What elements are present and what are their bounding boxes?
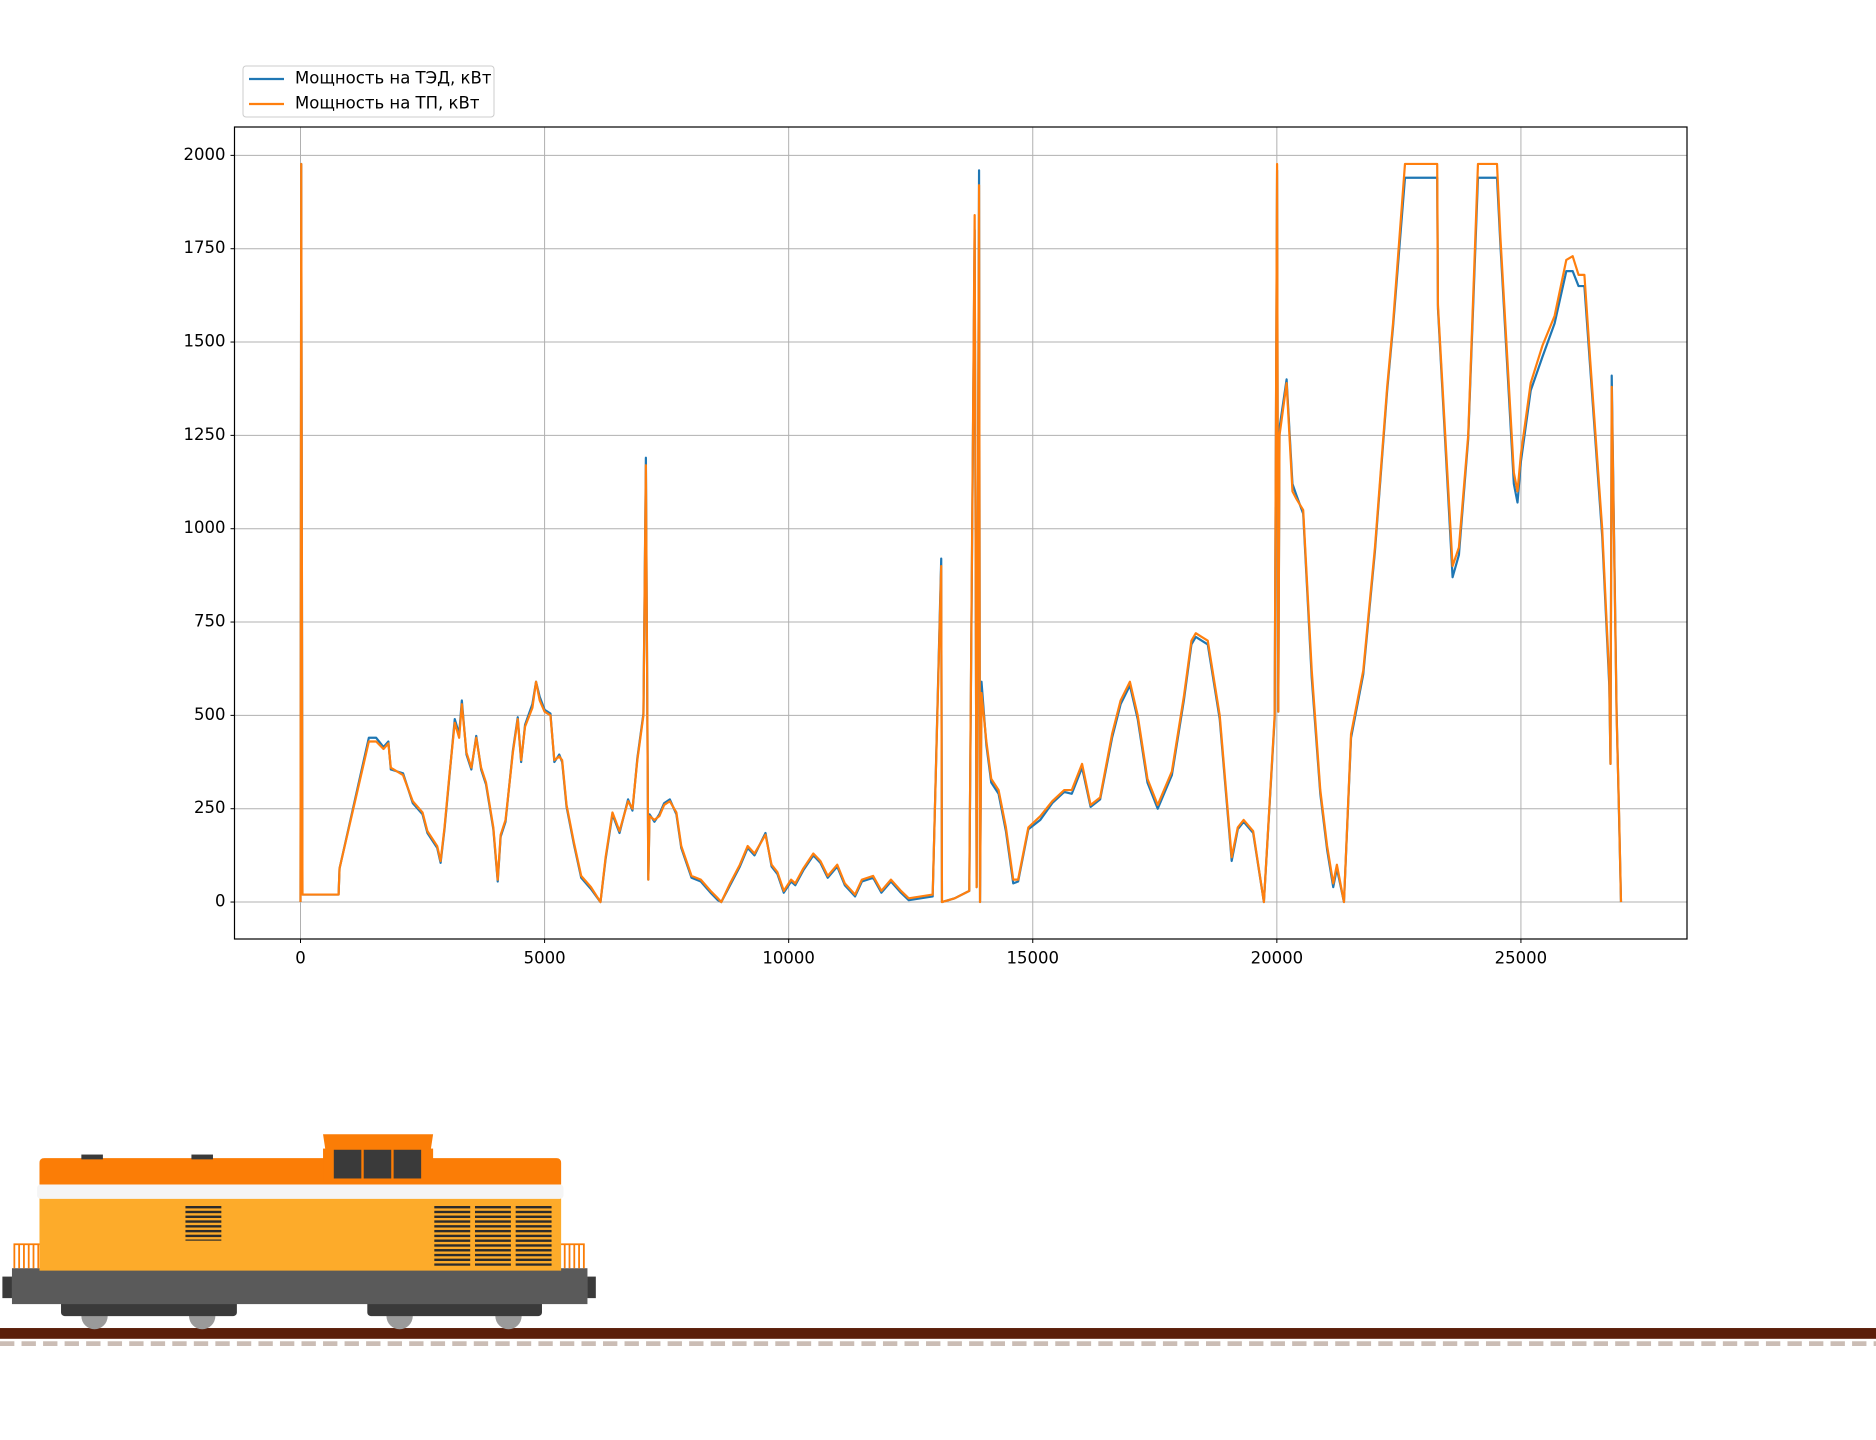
legend: Мощность на ТЭД, кВт Мощность на ТП, кВт: [242, 65, 495, 118]
legend-box: [242, 65, 495, 118]
axes-frame: [233, 126, 1688, 940]
legend-label: Мощность на ТЭД, кВт: [295, 69, 492, 88]
grille: [434, 1204, 471, 1266]
y-tick-label: 500: [194, 705, 226, 724]
y-tick-label: 1000: [184, 518, 226, 537]
grille: [185, 1204, 222, 1241]
grille: [474, 1204, 511, 1266]
buffer: [2, 1276, 12, 1299]
window: [393, 1149, 422, 1179]
x-tick-label: 20000: [1251, 949, 1304, 968]
window: [333, 1149, 362, 1179]
stripe: [37, 1184, 564, 1199]
lines: [299, 162, 1623, 904]
roof-vent: [81, 1154, 103, 1160]
y-tick-label: 2000: [184, 145, 226, 164]
roof: [39, 1158, 562, 1185]
y-tick-label: 250: [194, 798, 226, 817]
window: [363, 1149, 392, 1179]
x-tick-label: 0: [295, 949, 306, 968]
body: [39, 1196, 562, 1271]
y-tick-label: 750: [194, 612, 226, 631]
x-tick-label: 5000: [524, 949, 566, 968]
y-tick-label: 1500: [184, 332, 226, 351]
grille: [515, 1204, 552, 1266]
rail: [0, 1328, 1876, 1339]
y-tick-label: 1250: [184, 425, 226, 444]
x-tick-label: 10000: [762, 949, 815, 968]
x-tick-label: 25000: [1495, 949, 1548, 968]
x-tick-label: 15000: [1007, 949, 1060, 968]
railing: [13, 1243, 585, 1269]
roof-vent: [191, 1154, 213, 1160]
plot-area: [234, 127, 1687, 939]
buffer: [587, 1276, 596, 1299]
y-tick-label: 0: [215, 892, 226, 911]
legend-label: Мощность на ТП, кВт: [295, 94, 480, 113]
frame: [11, 1268, 588, 1305]
locomotive: [0, 1134, 1876, 1346]
y-tick-label: 1750: [184, 238, 226, 257]
series-line: [299, 162, 1623, 904]
